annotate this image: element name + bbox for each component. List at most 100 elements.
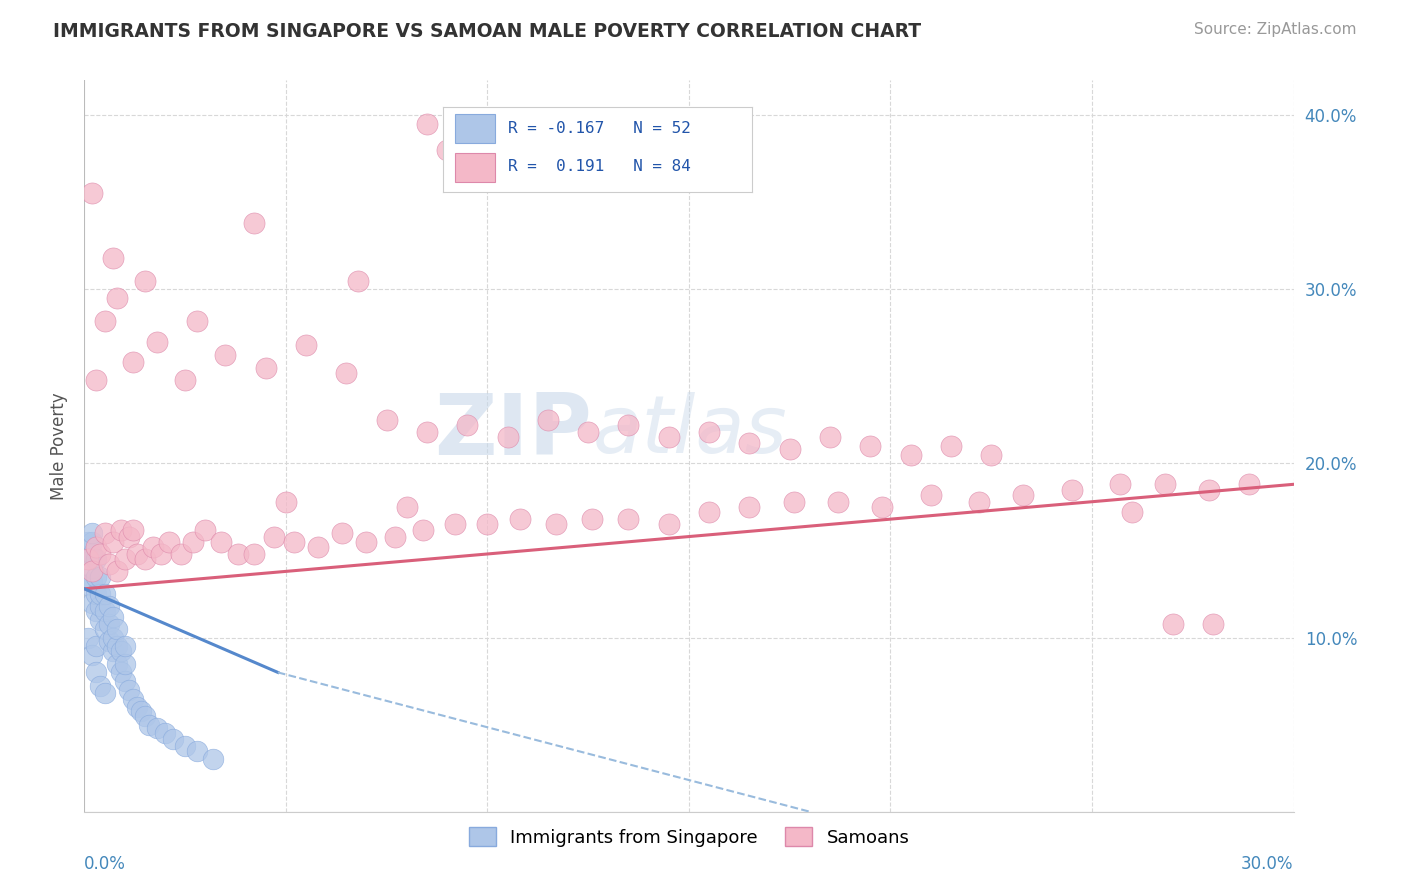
Point — [1237, 477, 1260, 491]
Point — [980, 448, 1002, 462]
Text: atlas: atlas — [592, 392, 787, 470]
Point — [375, 413, 398, 427]
Point — [576, 425, 599, 439]
Point — [118, 682, 141, 697]
Point — [89, 679, 111, 693]
Point — [146, 334, 169, 349]
Point — [356, 534, 378, 549]
Point — [77, 578, 100, 592]
Point — [1109, 477, 1132, 491]
Point — [93, 604, 115, 618]
Point — [138, 717, 160, 731]
Point — [544, 517, 567, 532]
Point — [82, 526, 104, 541]
Point — [89, 613, 111, 627]
Point — [242, 216, 264, 230]
Point — [105, 291, 128, 305]
Point — [283, 534, 305, 549]
Point — [82, 565, 104, 579]
Point — [77, 552, 100, 566]
Point — [274, 494, 297, 508]
Point — [783, 494, 806, 508]
Point — [114, 657, 136, 671]
Point — [101, 609, 124, 624]
Point — [77, 552, 100, 566]
Point — [1012, 488, 1035, 502]
Point — [82, 547, 104, 561]
Legend: Immigrants from Singapore, Samoans: Immigrants from Singapore, Samoans — [461, 820, 917, 854]
Point — [174, 739, 197, 753]
Point — [1121, 505, 1143, 519]
Point — [1153, 477, 1175, 491]
Text: R = -0.167   N = 52: R = -0.167 N = 52 — [508, 120, 690, 136]
Point — [153, 726, 176, 740]
Point — [101, 631, 124, 645]
Point — [77, 534, 100, 549]
Point — [254, 360, 277, 375]
Point — [416, 117, 439, 131]
Point — [105, 640, 128, 654]
Point — [697, 425, 720, 439]
Point — [444, 517, 467, 532]
Point — [86, 540, 108, 554]
Point — [89, 587, 111, 601]
Point — [920, 488, 942, 502]
Point — [209, 534, 232, 549]
Point — [859, 439, 882, 453]
Y-axis label: Male Poverty: Male Poverty — [51, 392, 69, 500]
Point — [86, 665, 108, 680]
Point — [162, 731, 184, 746]
Point — [77, 631, 100, 645]
Point — [157, 534, 180, 549]
Point — [89, 547, 111, 561]
Point — [581, 512, 603, 526]
Point — [617, 418, 640, 433]
Point — [174, 373, 197, 387]
Point — [779, 442, 801, 457]
Point — [105, 657, 128, 671]
Point — [134, 274, 156, 288]
Point — [149, 547, 172, 561]
Point — [97, 558, 120, 572]
Point — [330, 526, 353, 541]
Point — [658, 430, 681, 444]
Point — [738, 435, 761, 450]
Point — [110, 665, 132, 680]
Point — [82, 574, 104, 589]
Point — [658, 517, 681, 532]
Point — [86, 640, 108, 654]
Point — [110, 523, 132, 537]
Point — [146, 721, 169, 735]
Point — [170, 547, 193, 561]
Point — [97, 616, 120, 631]
Point — [93, 622, 115, 636]
Point — [125, 700, 148, 714]
Text: IMMIGRANTS FROM SINGAPORE VS SAMOAN MALE POVERTY CORRELATION CHART: IMMIGRANTS FROM SINGAPORE VS SAMOAN MALE… — [53, 22, 921, 41]
Point — [82, 534, 104, 549]
Point — [335, 366, 357, 380]
Point — [114, 674, 136, 689]
Point — [82, 186, 104, 201]
Point — [1161, 616, 1184, 631]
Point — [86, 552, 108, 566]
Point — [86, 587, 108, 601]
Point — [97, 599, 120, 614]
Point — [496, 430, 519, 444]
Point — [82, 648, 104, 662]
Point — [939, 439, 962, 453]
Point — [738, 500, 761, 514]
Point — [86, 373, 108, 387]
Text: 30.0%: 30.0% — [1241, 855, 1294, 873]
Point — [395, 500, 418, 514]
Point — [142, 540, 165, 554]
Text: ZIP: ZIP — [434, 390, 592, 473]
Point — [89, 599, 111, 614]
Point — [118, 530, 141, 544]
Point — [101, 251, 124, 265]
Point — [818, 430, 841, 444]
Point — [456, 418, 478, 433]
Point — [129, 704, 152, 718]
Point — [93, 587, 115, 601]
Point — [121, 355, 143, 369]
Point — [384, 530, 406, 544]
